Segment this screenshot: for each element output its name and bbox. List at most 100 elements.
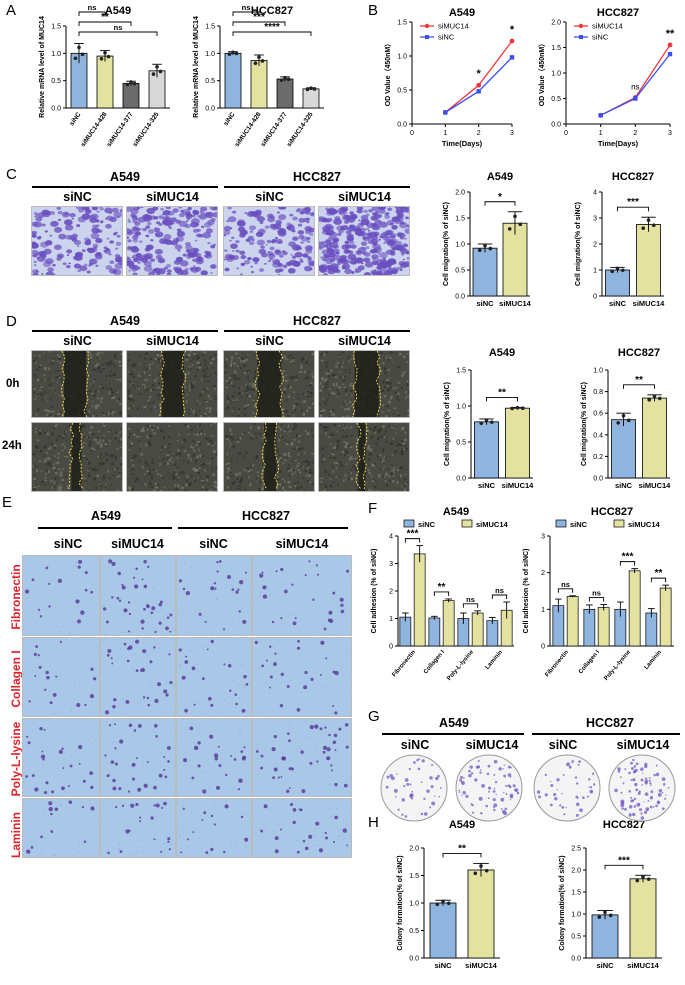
background-texture (147, 654, 149, 656)
cell-texture (224, 408, 226, 410)
stained-cell (391, 225, 398, 230)
cell-texture (240, 479, 243, 482)
cell-texture (262, 478, 265, 481)
cell-texture (149, 408, 152, 411)
stained-cell (276, 211, 280, 214)
stained-cell (153, 268, 157, 272)
colony (643, 764, 648, 769)
background-texture (332, 726, 334, 728)
cell-texture (130, 442, 134, 446)
cell-texture (242, 360, 246, 363)
cell-texture (396, 366, 399, 369)
background-texture (210, 842, 212, 845)
x-tick-label: siNC (478, 481, 496, 490)
stained-cell (232, 210, 237, 214)
colony (465, 794, 469, 799)
cell-texture (326, 426, 329, 428)
stained-cell (237, 219, 246, 226)
stained-cell (240, 254, 247, 260)
cell-texture (249, 437, 252, 439)
cell-texture (98, 456, 100, 459)
cell-texture (180, 486, 184, 489)
cell-texture (116, 475, 119, 479)
cell-texture (49, 397, 51, 401)
background-texture (241, 688, 243, 690)
cell-texture (231, 482, 234, 486)
adherent-cell (322, 745, 328, 750)
cell-texture (152, 400, 155, 404)
cell-texture (348, 359, 350, 362)
background-texture (267, 585, 269, 588)
cell-texture (48, 413, 52, 417)
cell-texture (325, 378, 328, 382)
background-texture (119, 843, 121, 845)
significance-label: ** (666, 28, 675, 40)
cell-texture (180, 446, 184, 448)
cell-texture (329, 369, 332, 373)
stained-cell (163, 266, 168, 270)
cell-texture (328, 416, 331, 417)
cell-texture (365, 451, 368, 453)
colony (649, 805, 653, 809)
cell-texture (396, 412, 399, 414)
y-tick-label: 0.0 (205, 106, 215, 113)
background-texture (112, 714, 114, 716)
colony (493, 806, 495, 809)
stained-cell (202, 232, 212, 239)
background-texture (78, 576, 80, 578)
cell-texture (244, 383, 247, 386)
background-texture (197, 671, 199, 673)
background-texture (91, 659, 93, 661)
cell-texture (203, 433, 205, 436)
stained-cell (266, 239, 272, 244)
data-point (646, 218, 651, 222)
background-texture (316, 631, 319, 633)
stained-cell (99, 207, 104, 211)
background-texture (31, 787, 33, 789)
stained-cell (370, 250, 373, 253)
cell-texture (87, 411, 91, 413)
adherent-cell (273, 767, 278, 772)
background-texture (70, 681, 72, 683)
cell-texture (406, 468, 409, 471)
stained-cell (377, 214, 383, 218)
adherent-cell (254, 640, 258, 645)
background-texture (34, 700, 36, 702)
wound-edge (181, 351, 187, 417)
cell-texture (99, 439, 101, 443)
background-texture (69, 631, 71, 633)
cell-texture (202, 388, 205, 392)
background-texture (254, 786, 257, 788)
background-texture (231, 680, 234, 682)
colony (575, 782, 579, 785)
background-texture (202, 572, 204, 574)
background-texture (129, 803, 131, 805)
cell-texture (255, 480, 257, 483)
background-texture (70, 756, 72, 759)
stained-cell (335, 245, 340, 248)
colony (430, 785, 434, 789)
cell-texture (101, 352, 104, 354)
stained-cell (143, 265, 153, 272)
data-point (305, 87, 310, 92)
cell-texture (38, 460, 42, 462)
cell-texture (294, 375, 298, 379)
cell-texture (119, 412, 121, 416)
colony (624, 768, 627, 771)
cell-texture (408, 391, 409, 394)
stained-cell (403, 261, 409, 268)
cell-texture (84, 489, 86, 491)
cell-texture (248, 431, 250, 434)
colony (411, 790, 414, 793)
data-point (520, 406, 525, 411)
stained-cell (44, 240, 53, 246)
data-point (129, 80, 133, 84)
colony (565, 806, 567, 809)
stained-cell (386, 211, 390, 215)
cell-texture (368, 431, 370, 434)
cell-texture (333, 423, 337, 427)
adherent-cell (119, 850, 123, 853)
colony (620, 791, 623, 794)
stained-cell (294, 251, 303, 258)
adherent-cell (78, 559, 83, 564)
